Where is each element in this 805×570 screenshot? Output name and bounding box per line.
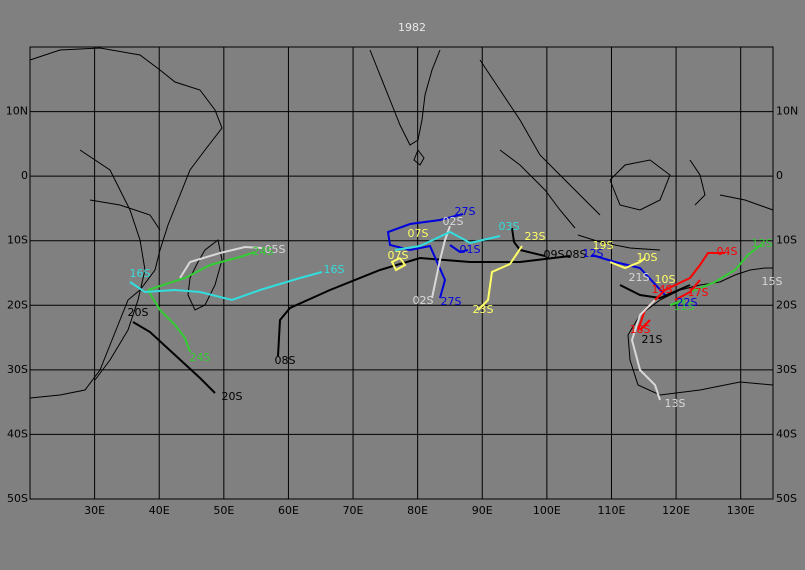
storm-label: 20S [128,306,149,319]
storm-label: 02S [413,294,434,307]
map-title: 1982 [398,21,426,34]
lat-tick-label: 20S [7,298,28,311]
lon-tick-label: 30E [84,504,105,517]
storm-label: 21S [642,333,663,346]
storm-track [511,227,546,257]
storm-track [179,245,263,279]
lat-tick-label: 50S [7,492,28,505]
storm-track [390,257,407,272]
storm-label: 24S [190,351,211,364]
lat-tick-label: 10S [776,234,797,247]
storm-track [147,289,191,353]
lat-tick-label: 0 [21,169,28,182]
storm-label: 08S [566,248,587,261]
storm-label: 13S [665,397,686,410]
storm-label: 20S [222,390,243,403]
storm-label: 11S [674,300,695,313]
coastlines [29,47,774,399]
storm-label: 04S [717,245,738,258]
lat-tick-label: 50S [776,492,797,505]
storm-track [394,230,501,251]
storm-track [689,243,763,293]
storm-label: 27S [441,295,462,308]
storm-label: 09S [544,248,565,261]
storm-label: 05S [265,243,286,256]
lon-tick-label: 70E [343,504,364,517]
storm-label: 27S [455,205,476,218]
storm-label: 19S [593,239,614,252]
storm-label: 16S [324,263,345,276]
storm-track [591,254,666,296]
lat-tick-label: 30S [776,363,797,376]
lat-tick-label: 40S [776,427,797,440]
lon-tick-label: 100E [533,504,561,517]
lon-tick-label: 50E [213,504,234,517]
storm-track [129,271,323,302]
lon-tick-label: 40E [149,504,170,517]
lon-tick-label: 80E [407,504,428,517]
storm-label: 12S [583,247,604,260]
storm-label: 16S [130,267,151,280]
storm-track [477,245,523,311]
storm-label: 23S [473,303,494,316]
lat-tick-label: 10N [6,105,28,118]
storm-track [619,284,691,300]
storm-label: 13S [752,237,773,250]
storm-track [630,299,661,401]
map-frame [29,46,774,500]
lon-tick-label: 120E [662,504,690,517]
lat-tick-label: 30S [7,363,28,376]
lon-tick-label: 60E [278,504,299,517]
storm-track [609,257,646,270]
storm-track [674,279,701,301]
storm-label: 18S [630,323,651,336]
storm-label: 21S [629,271,650,284]
storm-label: 10S [655,273,676,286]
storm-label: 03S [499,220,520,233]
storm-track [147,251,256,291]
storm-label: 10S [637,251,658,264]
lat-tick-label: 10N [776,105,798,118]
storm-label: 15S [762,275,783,288]
storm-label: 01S [460,243,481,256]
storm-label: 22S [677,296,698,309]
storm-track [277,255,571,357]
storm-track [449,244,469,254]
lat-tick-label: 20S [776,298,797,311]
lon-tick-label: 110E [598,504,626,517]
storm-track [639,319,651,331]
storm-label: 17S [688,286,709,299]
storm-track [386,213,464,299]
storm-label: 24S [253,245,274,258]
storm-label: 08S [275,354,296,367]
lon-tick-label: 130E [727,504,755,517]
storm-track [132,321,216,394]
lat-tick-label: 0 [776,169,783,182]
lat-tick-label: 40S [7,427,28,440]
storm-label: 23S [525,230,546,243]
storm-track [669,299,686,306]
storm-label: 02S [443,215,464,228]
storm-label: 07S [388,249,409,262]
storm-label: 07S [408,227,429,240]
lon-tick-label: 90E [472,504,493,517]
lat-tick-label: 10S [7,234,28,247]
storm-label: 14S [652,283,673,296]
